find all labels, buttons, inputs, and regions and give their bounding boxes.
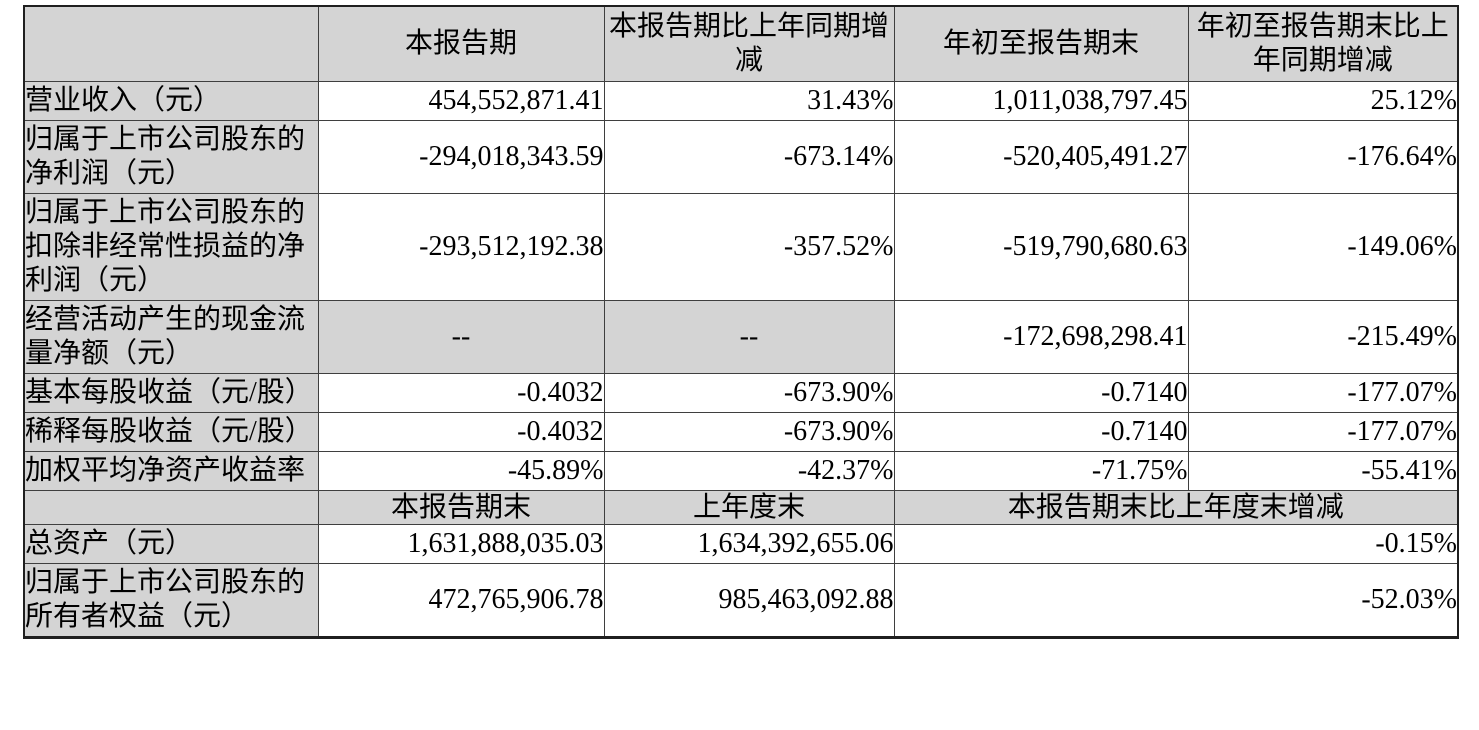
- cell-period-end: 472,765,906.78: [317, 562, 605, 638]
- cell-prev-year-end: 985,463,092.88: [603, 562, 895, 638]
- cell-current-change: -357.52%: [603, 192, 895, 301]
- cell-current-period: --: [317, 299, 605, 374]
- table-row-operating-cash-flow: 经营活动产生的现金流量净额（元） -- -- -172,698,298.41 -…: [23, 299, 1459, 374]
- header-period-end: 本报告期末: [317, 489, 605, 525]
- cell-current-period: -45.89%: [317, 450, 605, 491]
- table-row-weighted-avg-roe: 加权平均净资产收益率 -45.89% -42.37% -71.75% -55.4…: [23, 450, 1459, 491]
- cell-end-change: -0.15%: [893, 523, 1459, 564]
- cell-end-change: -52.03%: [893, 562, 1459, 638]
- table-row-diluted-eps: 稀释每股收益（元/股） -0.4032 -673.90% -0.7140 -17…: [23, 411, 1459, 452]
- row-label: 稀释每股收益（元/股）: [23, 411, 319, 452]
- cell-ytd-change: -176.64%: [1187, 119, 1459, 194]
- header-row-period: 本报告期 本报告期比上年同期增减 年初至报告期末 年初至报告期末比上年同期增减: [23, 5, 1459, 82]
- cell-current-period: 454,552,871.41: [317, 80, 605, 121]
- cell-current-change: -673.14%: [603, 119, 895, 194]
- header-ytd-change: 年初至报告期末比上年同期增减: [1187, 5, 1459, 82]
- cell-ytd-change: 25.12%: [1187, 80, 1459, 121]
- header-prev-year-end: 上年度末: [603, 489, 895, 525]
- row-label: 经营活动产生的现金流量净额（元）: [23, 299, 319, 374]
- row-label: 营业收入（元）: [23, 80, 319, 121]
- header-current-period: 本报告期: [317, 5, 605, 82]
- row-label: 归属于上市公司股东的净利润（元）: [23, 119, 319, 194]
- header-ytd: 年初至报告期末: [893, 5, 1189, 82]
- cell-ytd: -520,405,491.27: [893, 119, 1189, 194]
- cell-ytd-change: -215.49%: [1187, 299, 1459, 374]
- cell-current-change: -673.90%: [603, 372, 895, 413]
- cell-ytd-change: -55.41%: [1187, 450, 1459, 491]
- cell-current-change: -42.37%: [603, 450, 895, 491]
- cell-period-end: 1,631,888,035.03: [317, 523, 605, 564]
- cell-current-period: -0.4032: [317, 411, 605, 452]
- cell-ytd: 1,011,038,797.45: [893, 80, 1189, 121]
- cell-ytd-change: -177.07%: [1187, 411, 1459, 452]
- cell-ytd-change: -177.07%: [1187, 372, 1459, 413]
- cell-ytd: -0.7140: [893, 411, 1189, 452]
- cell-ytd: -71.75%: [893, 450, 1189, 491]
- cell-current-change: -673.90%: [603, 411, 895, 452]
- financial-summary-table: 本报告期 本报告期比上年同期增减 年初至报告期末 年初至报告期末比上年同期增减 …: [23, 5, 1459, 639]
- row-label: 归属于上市公司股东的所有者权益（元）: [23, 562, 319, 638]
- cell-ytd-change: -149.06%: [1187, 192, 1459, 301]
- cell-current-period: -294,018,343.59: [317, 119, 605, 194]
- row-label: 总资产（元）: [23, 523, 319, 564]
- header-period-end-change: 本报告期末比上年度末增减: [893, 489, 1459, 525]
- cell-ytd: -0.7140: [893, 372, 1189, 413]
- cell-prev-year-end: 1,634,392,655.06: [603, 523, 895, 564]
- row-label: 归属于上市公司股东的扣除非经常性损益的净利润（元）: [23, 192, 319, 301]
- row-label: 加权平均净资产收益率: [23, 450, 319, 491]
- table-row-revenue: 营业收入（元） 454,552,871.41 31.43% 1,011,038,…: [23, 80, 1459, 121]
- table-row-net-profit-excl-nonrecurring: 归属于上市公司股东的扣除非经常性损益的净利润（元） -293,512,192.3…: [23, 192, 1459, 301]
- cell-current-period: -293,512,192.38: [317, 192, 605, 301]
- cell-ytd: -172,698,298.41: [893, 299, 1189, 374]
- table-row-net-profit: 归属于上市公司股东的净利润（元） -294,018,343.59 -673.14…: [23, 119, 1459, 194]
- cell-current-change: 31.43%: [603, 80, 895, 121]
- header-current-period-change: 本报告期比上年同期增减: [603, 5, 895, 82]
- cell-current-change: --: [603, 299, 895, 374]
- header-corner-cell-2: [23, 489, 319, 525]
- table-row-total-assets: 总资产（元） 1,631,888,035.03 1,634,392,655.06…: [23, 523, 1459, 564]
- cell-ytd: -519,790,680.63: [893, 192, 1189, 301]
- header-row-period-end: 本报告期末 上年度末 本报告期末比上年度末增减: [23, 489, 1459, 525]
- row-label: 基本每股收益（元/股）: [23, 372, 319, 413]
- cell-current-period: -0.4032: [317, 372, 605, 413]
- table-row-shareholders-equity: 归属于上市公司股东的所有者权益（元） 472,765,906.78 985,46…: [23, 562, 1459, 638]
- header-corner-cell: [23, 5, 319, 82]
- table-row-basic-eps: 基本每股收益（元/股） -0.4032 -673.90% -0.7140 -17…: [23, 372, 1459, 413]
